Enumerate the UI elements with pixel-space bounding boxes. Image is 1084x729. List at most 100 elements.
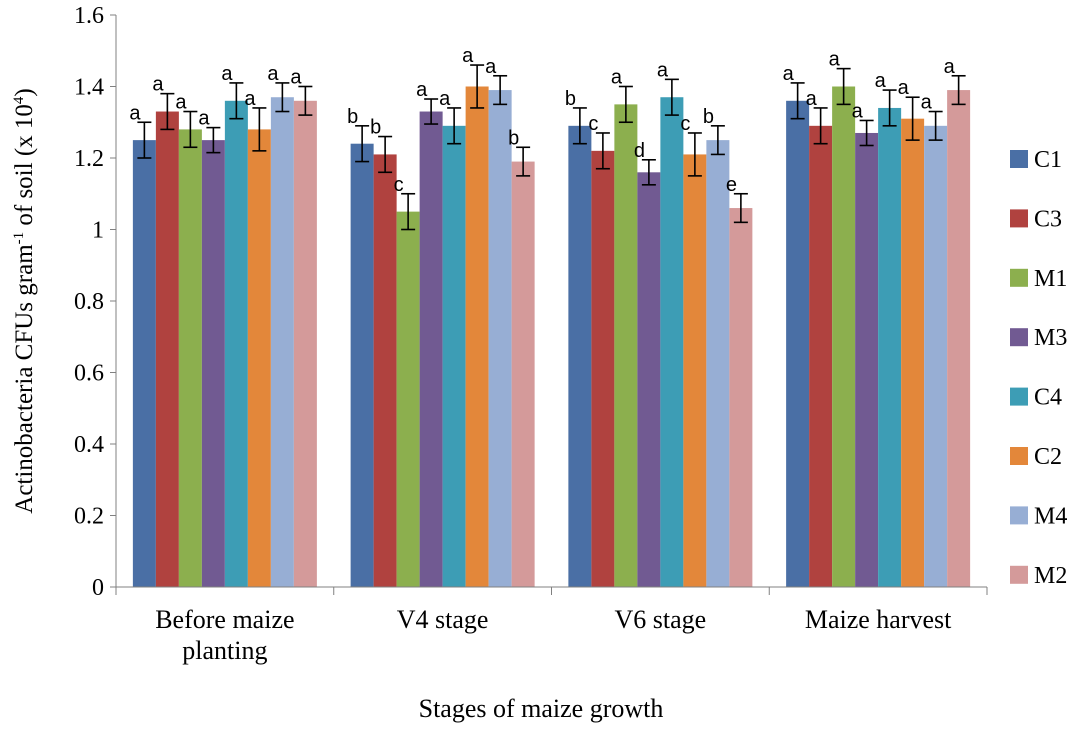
significance-label: a <box>152 74 164 96</box>
bar-m2 <box>729 208 753 588</box>
significance-label: c <box>394 174 404 196</box>
significance-label: a <box>829 49 841 71</box>
y-tick-label: 0.8 <box>74 289 104 315</box>
x-tick-label: V6 stage <box>615 605 707 634</box>
legend-swatch-m3 <box>1010 328 1028 347</box>
legend-label-c1: C1 <box>1034 147 1062 173</box>
legend-label-c3: C3 <box>1034 206 1062 232</box>
bar-m1 <box>396 211 420 587</box>
legend-swatch-m2 <box>1010 565 1028 584</box>
y-axis-title-end: ) <box>11 88 38 96</box>
y-axis-title-exp2: 4 <box>11 96 27 104</box>
significance-label: a <box>783 63 795 85</box>
bar-c3 <box>809 125 833 587</box>
y-axis-title-main: Actinobacteria CFUs gram <box>11 244 38 514</box>
bar-c2 <box>465 86 489 587</box>
bar-c2 <box>247 129 271 587</box>
legend-label-m3: M3 <box>1034 325 1067 351</box>
bar-c1 <box>568 125 592 587</box>
significance-label: a <box>416 79 428 101</box>
y-tick-label: 0.4 <box>74 432 104 458</box>
legend-swatch-m4 <box>1010 506 1028 525</box>
bar-c4 <box>442 125 466 587</box>
significance-label: a <box>921 92 933 114</box>
x-tick-label: Maize harvest <box>805 605 952 634</box>
bar-m2 <box>293 100 317 588</box>
significance-label: a <box>175 92 187 114</box>
x-axis-title: Stages of maize growth <box>419 694 664 723</box>
legend-label-c4: C4 <box>1034 385 1062 411</box>
bar-m4 <box>924 125 948 587</box>
significance-label: a <box>267 63 279 85</box>
bar-c3 <box>591 150 615 587</box>
bar-m1 <box>178 129 202 587</box>
significance-label: b <box>703 106 714 128</box>
significance-label: b <box>565 88 576 110</box>
significance-label: a <box>806 88 818 110</box>
bar-c4 <box>660 97 684 587</box>
bar-c3 <box>155 111 179 588</box>
significance-label: a <box>657 59 669 81</box>
legend-label-c2: C2 <box>1034 444 1062 470</box>
y-ticks: 0 0.2 0.4 0.6 0.8 1 1.2 1.4 1.6 <box>74 3 116 601</box>
y-tick-label: 1.6 <box>74 3 104 29</box>
bar-c4 <box>224 100 248 588</box>
bar-c1 <box>132 140 156 587</box>
y-tick-label: 0.6 <box>74 361 104 387</box>
legend-label-m2: M2 <box>1034 563 1067 589</box>
significance-label: d <box>634 140 645 162</box>
significance-label: a <box>852 100 864 122</box>
bar-m3 <box>201 140 225 587</box>
legend-swatch-c4 <box>1010 387 1028 406</box>
significance-label: e <box>726 174 737 196</box>
significance-label: c <box>680 113 690 135</box>
legend-label-m1: M1 <box>1034 266 1067 292</box>
significance-label: a <box>198 108 210 130</box>
significance-label: c <box>588 113 598 135</box>
bar-m3 <box>855 132 879 587</box>
bar-c2 <box>683 154 707 588</box>
y-tick-label: 0.2 <box>74 504 104 530</box>
legend-swatch-c1 <box>1010 150 1028 168</box>
bar-m4 <box>488 90 512 587</box>
significance-label: a <box>244 88 256 110</box>
significance-label: a <box>129 102 141 124</box>
y-axis-title-mid: of soil (x 10 <box>11 104 38 232</box>
bar-m1 <box>614 104 638 587</box>
y-tick-label: 1 <box>92 218 104 244</box>
bar-m4 <box>270 97 294 587</box>
significance-label: a <box>944 56 956 78</box>
legend: C1 C3 M1 M3 C4 C2 M4 M2 <box>1010 147 1067 589</box>
significance-label: a <box>290 67 302 89</box>
bar-c1 <box>350 143 374 587</box>
significance-label: a <box>485 56 497 78</box>
y-tick-label: 1.4 <box>74 75 104 101</box>
legend-swatch-c2 <box>1010 447 1028 465</box>
x-tick-label: planting <box>182 636 267 665</box>
bar-m2 <box>947 90 971 587</box>
significance-label: a <box>898 77 910 99</box>
legend-label-m4: M4 <box>1034 503 1067 529</box>
y-tick-label: 1.2 <box>74 146 104 172</box>
x-tick-label: V4 stage <box>397 605 489 634</box>
bar-m3 <box>419 111 443 588</box>
significance-label: a <box>611 67 623 89</box>
significance-label: a <box>875 70 887 92</box>
bar-m2 <box>511 161 535 587</box>
significance-label: a <box>221 63 233 85</box>
bar-m1 <box>832 86 856 587</box>
y-axis-title-exp1: -1 <box>11 232 27 245</box>
y-axis-title: Actinobacteria CFUs gram-1 of soil (x 10… <box>11 88 38 513</box>
bar-c2 <box>901 118 925 588</box>
legend-swatch-c3 <box>1010 209 1028 228</box>
significance-label: a <box>439 88 451 110</box>
y-tick-label: 0 <box>92 575 104 601</box>
significance-label: a <box>462 45 474 67</box>
bar-m3 <box>637 172 661 588</box>
legend-swatch-m1 <box>1010 268 1028 287</box>
significance-label: b <box>370 117 381 139</box>
significance-label: b <box>347 106 358 128</box>
